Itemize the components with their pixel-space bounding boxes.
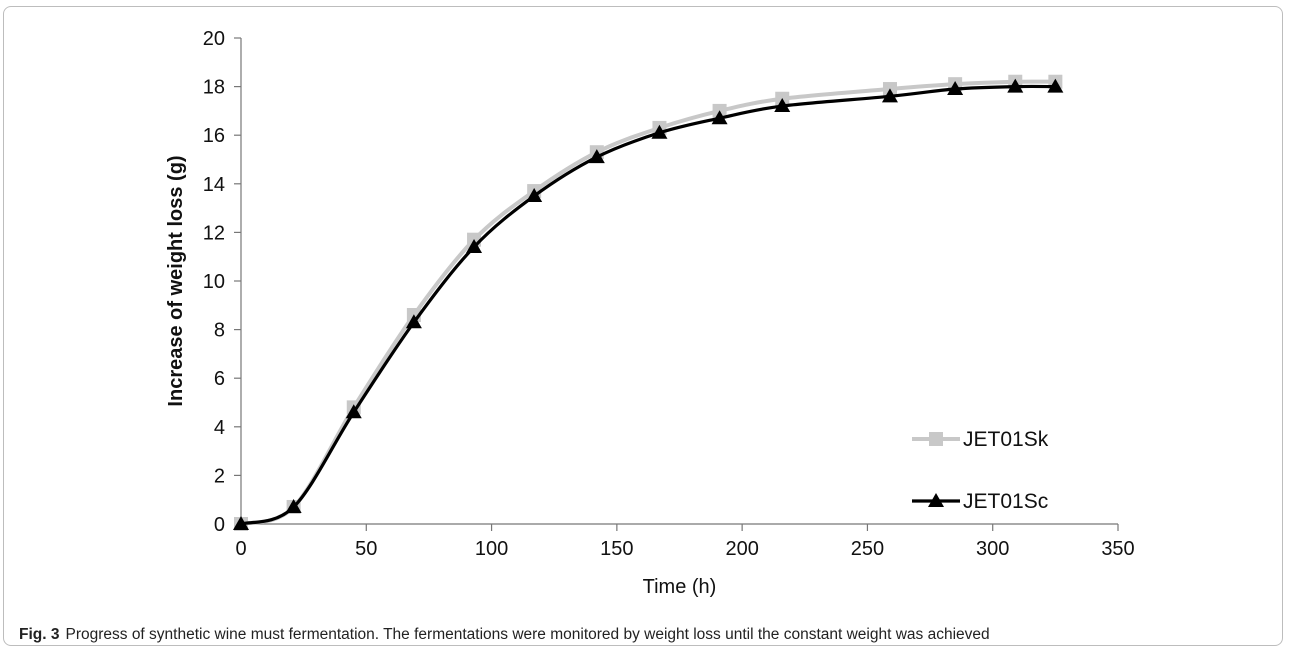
- data-point-JET01Sc: [588, 149, 605, 164]
- y-tick-label: 16: [203, 125, 225, 147]
- y-axis-title: Increase of weight loss (g): [165, 155, 187, 406]
- figure-caption-text: Progress of synthetic wine must fermenta…: [65, 626, 990, 643]
- legend-item-JET01Sk: JET01Sk: [912, 428, 1049, 451]
- legend-item-JET01Sc: JET01Sc: [912, 490, 1048, 513]
- legend: JET01Sk JET01Sc: [912, 428, 1049, 513]
- y-tick-label: 12: [203, 222, 225, 244]
- x-tick-label: 200: [725, 538, 758, 560]
- data-point-JET01Sc: [345, 404, 362, 419]
- x-tick-label: 0: [235, 538, 246, 560]
- data-point-JET01Sc: [711, 110, 728, 125]
- data-point-JET01Sc: [233, 516, 249, 530]
- x-tick-label: 50: [355, 538, 377, 560]
- figure-label: Fig. 3: [19, 626, 60, 643]
- data-point-JET01Sc: [466, 238, 483, 253]
- y-tick-label: 6: [214, 368, 225, 390]
- data-point-JET01Sc: [651, 124, 668, 139]
- y-tick-label: 8: [214, 320, 225, 342]
- series-JET01Sc: [233, 78, 1064, 530]
- x-axis-title: Time (h): [643, 576, 717, 598]
- y-tick-label: 18: [203, 77, 225, 99]
- legend-label: JET01Sc: [963, 490, 1048, 513]
- x-tick-label: 100: [475, 538, 508, 560]
- y-tick-label: 2: [214, 465, 225, 487]
- y-tick-label: 10: [203, 271, 225, 293]
- data-point-JET01Sc: [1007, 78, 1024, 93]
- y-tick-label: 20: [203, 28, 225, 50]
- series-layer: [233, 74, 1064, 531]
- y-tick-label: 14: [203, 174, 225, 196]
- data-point-JET01Sc: [405, 314, 422, 329]
- x-tick-label: 250: [851, 538, 884, 560]
- data-point-JET01Sc: [774, 98, 791, 113]
- data-point-JET01Sc: [1047, 78, 1064, 93]
- series-line-JET01Sk: [240, 79, 1056, 526]
- figure-caption: Fig. 3 Progress of synthetic wine must fe…: [19, 626, 1279, 644]
- y-tick-label: 4: [214, 417, 225, 439]
- series-JET01Sk: [234, 74, 1063, 531]
- x-tick-label: 150: [600, 538, 633, 560]
- legend-marker: [929, 432, 943, 446]
- legend-label: JET01Sk: [963, 428, 1049, 451]
- figure-frame: 0 2 4 6 8 10 12 14 16 18 20 0 50 100 150 200 250 300 350 J…: [3, 6, 1283, 646]
- x-tick-label: 300: [976, 538, 1009, 560]
- data-point-JET01Sc: [526, 187, 543, 202]
- x-tick-label: 350: [1101, 538, 1134, 560]
- series-line-JET01Sc: [240, 84, 1056, 526]
- data-point-JET01Sc: [881, 88, 898, 103]
- data-point-JET01Sc: [285, 498, 302, 513]
- y-tick-label: 0: [214, 514, 225, 536]
- legend-marker: [928, 493, 944, 507]
- data-point-JET01Sc: [947, 81, 964, 96]
